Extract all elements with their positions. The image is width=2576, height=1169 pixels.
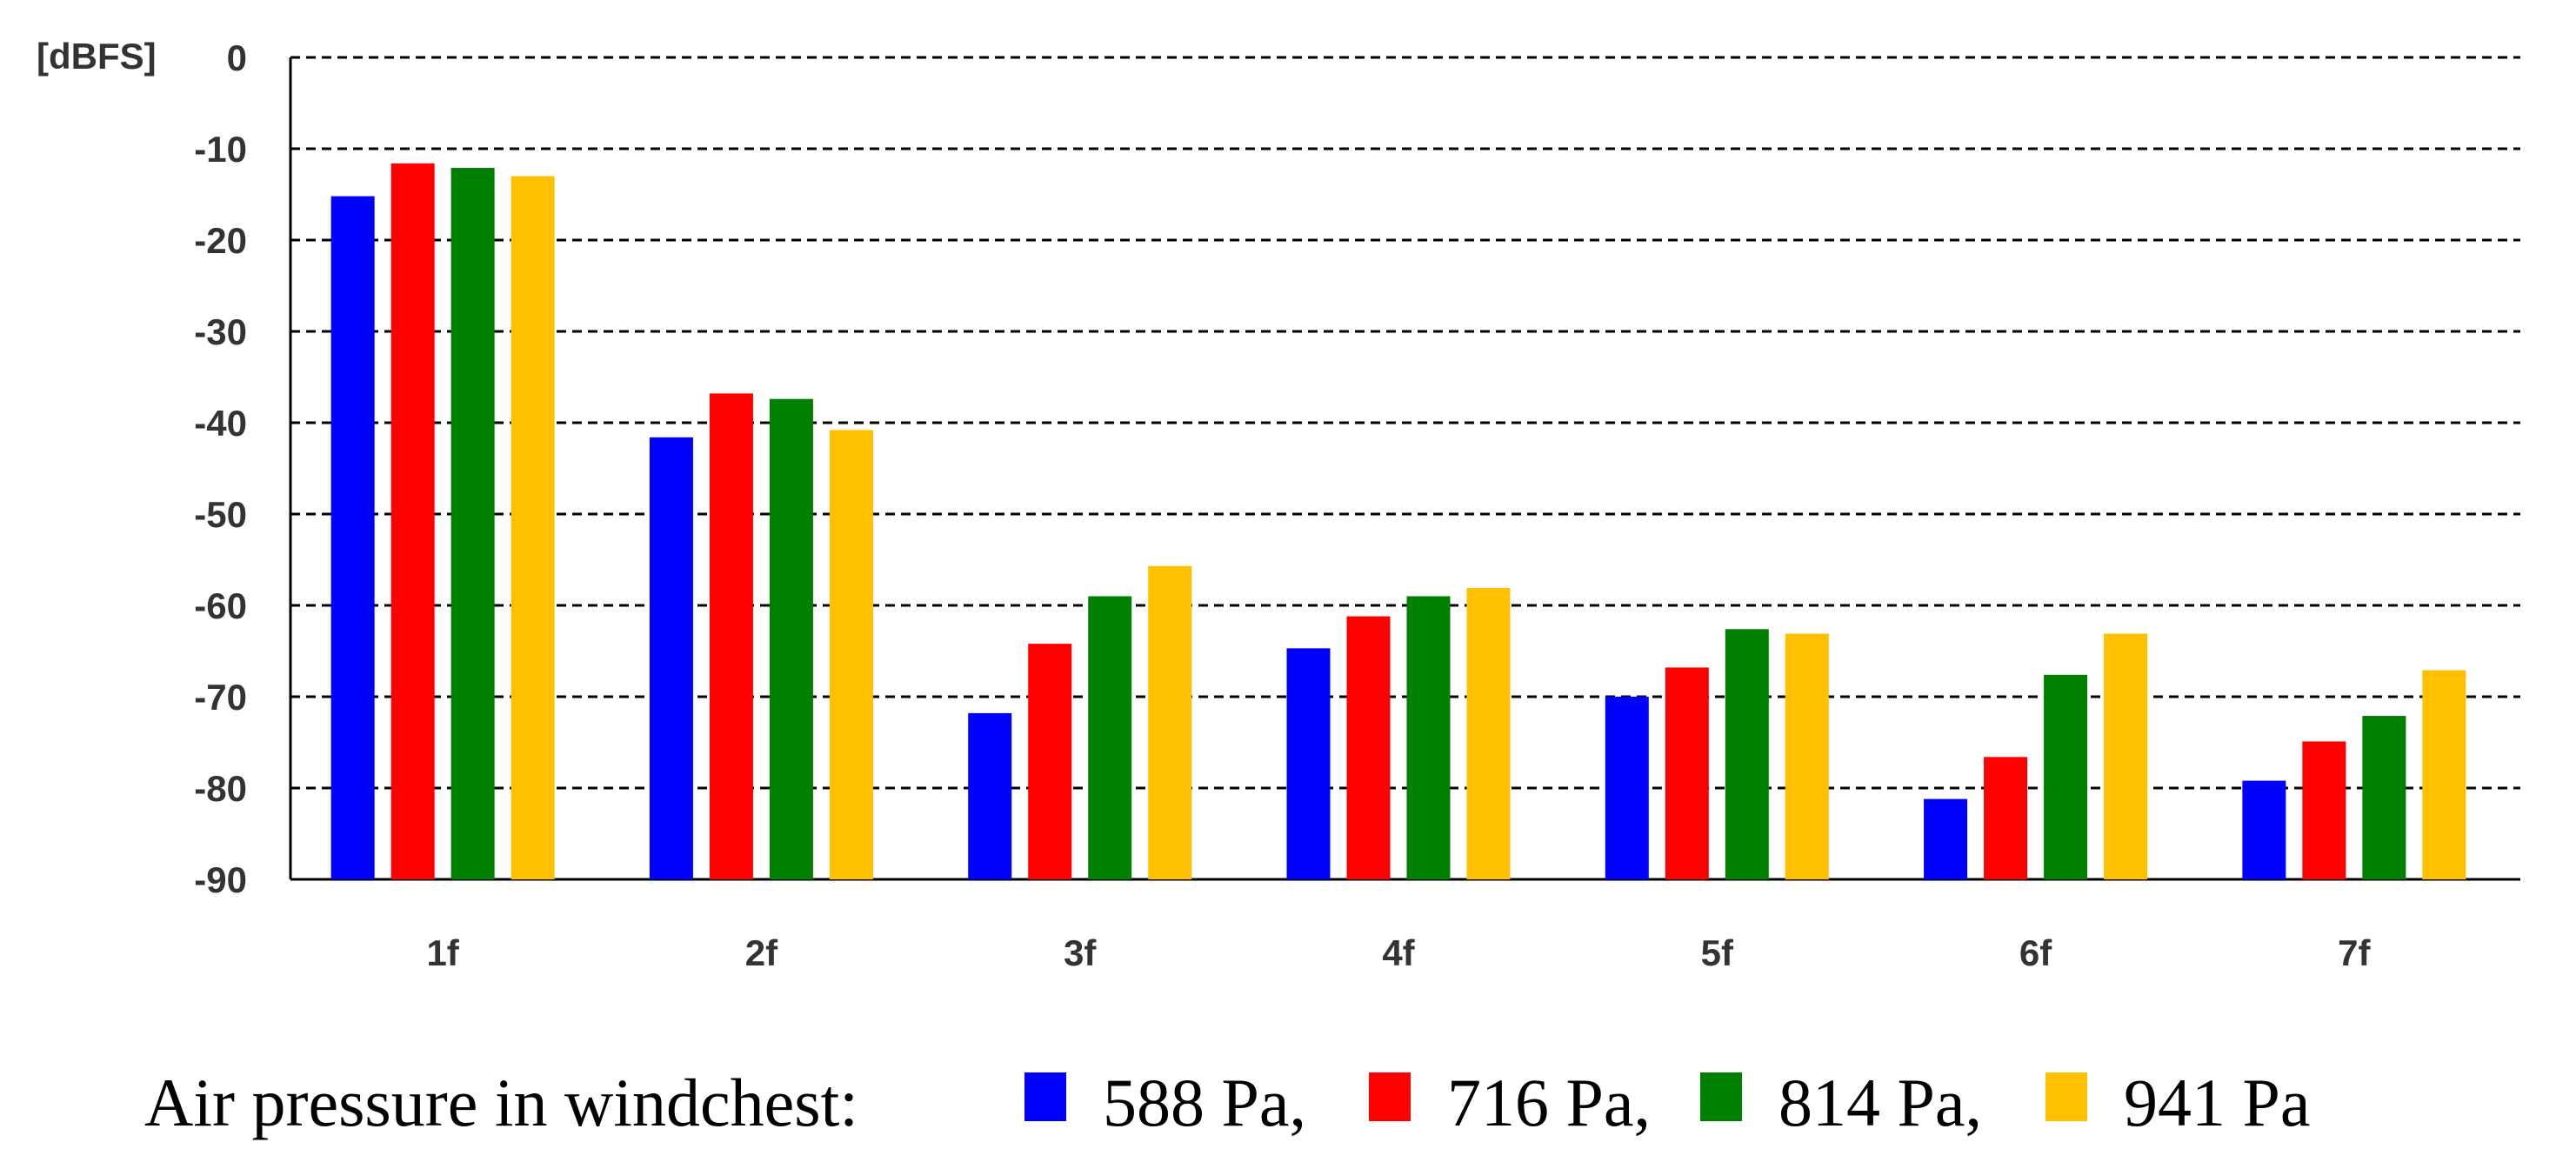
bar bbox=[390, 163, 435, 880]
x-tick-label: 7f bbox=[2338, 932, 2371, 973]
bar bbox=[2422, 670, 2466, 879]
legend-swatch bbox=[1700, 1072, 1742, 1121]
y-tick-label: -40 bbox=[194, 403, 247, 444]
y-tick-label: -90 bbox=[194, 859, 247, 900]
legend-item-label: 814 Pa, bbox=[1779, 1065, 1982, 1140]
bar bbox=[769, 398, 813, 879]
legend-item-label: 588 Pa, bbox=[1103, 1065, 1306, 1140]
legend-item-label: 716 Pa, bbox=[1447, 1065, 1651, 1140]
y-tick-label: -10 bbox=[194, 129, 247, 170]
bar bbox=[968, 712, 1012, 879]
bar bbox=[1346, 616, 1391, 879]
y-tick-label: -70 bbox=[194, 677, 247, 718]
bar bbox=[1088, 596, 1132, 879]
bar bbox=[1785, 633, 1829, 879]
bar bbox=[1605, 697, 1649, 879]
bar bbox=[2104, 633, 2148, 879]
y-tick-label: -50 bbox=[194, 494, 247, 535]
y-axis-unit-label: [dBFS] bbox=[37, 36, 157, 77]
y-tick-label: 0 bbox=[227, 37, 247, 78]
bar bbox=[2242, 780, 2286, 879]
x-tick-label: 4f bbox=[1382, 932, 1415, 973]
bars bbox=[330, 163, 2466, 880]
bar bbox=[2044, 674, 2088, 879]
bar bbox=[1286, 648, 1331, 879]
legend-title: Air pressure in windchest: bbox=[144, 1065, 858, 1140]
bar bbox=[1148, 565, 1192, 879]
legend: Air pressure in windchest: 588 Pa, 716 Pa… bbox=[144, 1065, 2311, 1140]
legend-swatch bbox=[2045, 1072, 2087, 1121]
x-tick-label: 5f bbox=[1701, 932, 1734, 973]
bar bbox=[2362, 716, 2406, 879]
bar bbox=[450, 168, 495, 880]
bar bbox=[649, 437, 693, 879]
x-tick-label: 2f bbox=[745, 932, 778, 973]
bar bbox=[2302, 741, 2346, 879]
bar bbox=[709, 393, 753, 879]
x-tick-label: 6f bbox=[2019, 932, 2052, 973]
axes bbox=[289, 57, 2520, 881]
y-tick-label: -30 bbox=[194, 311, 247, 352]
bar bbox=[1924, 798, 1968, 879]
x-tick-label: 1f bbox=[426, 932, 459, 973]
x-tick-label: 3f bbox=[1064, 932, 1097, 973]
y-tick-label: -60 bbox=[194, 585, 247, 626]
bar bbox=[1466, 588, 1511, 879]
bar bbox=[330, 196, 375, 880]
bar bbox=[1028, 644, 1072, 879]
bar bbox=[1725, 629, 1769, 879]
legend-swatch bbox=[1369, 1072, 1411, 1121]
y-tick-labels: 0 -10 -20 -30 -40 -50 -60 -70 -80 -90 bbox=[194, 37, 247, 900]
legend-swatch bbox=[1024, 1072, 1066, 1121]
legend-item-label: 941 Pa bbox=[2124, 1065, 2311, 1140]
bar bbox=[1984, 757, 2028, 879]
grid-lines bbox=[290, 56, 2520, 790]
bar bbox=[1406, 596, 1451, 879]
bar bbox=[1665, 667, 1709, 879]
x-tick-labels: 1f 2f 3f 4f 5f 6f 7f bbox=[426, 932, 2371, 973]
y-tick-label: -80 bbox=[194, 768, 247, 809]
bar bbox=[829, 430, 873, 879]
y-tick-label: -20 bbox=[194, 220, 247, 261]
bar bbox=[511, 176, 555, 879]
